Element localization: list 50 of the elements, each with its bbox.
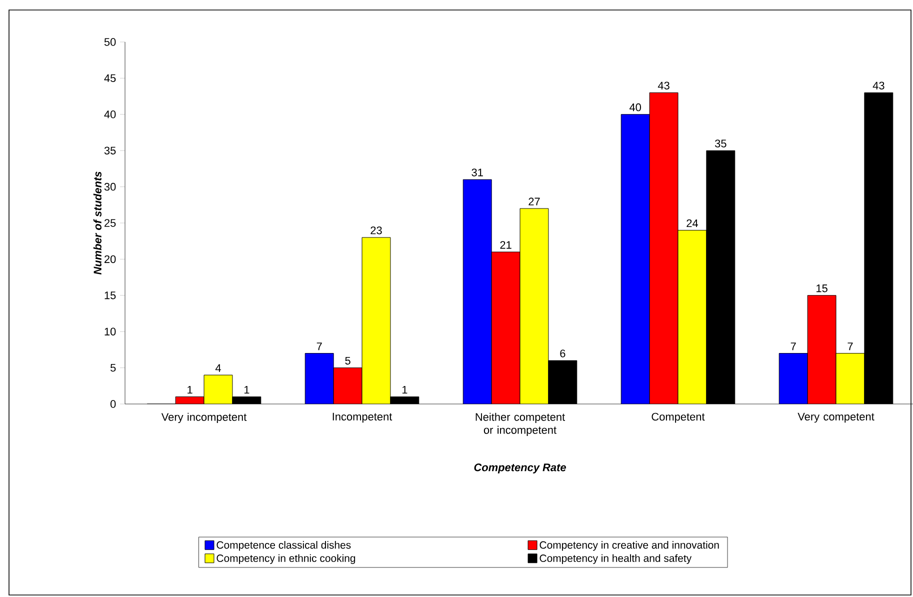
x-tick-label: Neither competent or incompetent: [476, 412, 565, 436]
y-tick-label: 5: [110, 364, 116, 372]
bar: [204, 375, 232, 404]
data-label: 35: [714, 140, 726, 148]
x-tick-label: Very incompetent: [161, 412, 247, 424]
legend-label: Competency in ethnic cooking: [216, 554, 356, 564]
legend-label: Competency in health and safety: [540, 554, 692, 564]
data-label: 27: [528, 198, 540, 206]
y-tick-label: 0: [110, 400, 116, 408]
data-label: 1: [402, 386, 408, 394]
data-label: 23: [370, 226, 382, 234]
data-label: 15: [816, 284, 828, 292]
bar: [778, 353, 808, 404]
data-label: 1: [244, 386, 250, 394]
y-tick-label: 10: [104, 328, 116, 336]
data-label: 7: [316, 342, 322, 350]
data-label: 24: [686, 219, 698, 228]
legend-label: Competency in creative and innovation: [540, 541, 719, 551]
data-label: 43: [658, 82, 670, 90]
data-label: 5: [345, 356, 350, 365]
data-label: 31: [472, 168, 483, 176]
y-tick-label: 25: [104, 219, 116, 227]
bar: [678, 230, 706, 404]
y-tick-label: 15: [104, 292, 116, 300]
bar: [305, 353, 334, 404]
legend-label: Competence classical dishes: [216, 541, 351, 551]
bar: [621, 114, 650, 404]
y-tick-label: 20: [104, 255, 116, 264]
y-tick-label: 30: [104, 182, 116, 191]
x-tick-label: Competent: [652, 412, 705, 423]
bar: [362, 237, 390, 404]
data-label: 7: [790, 342, 796, 350]
x-tick-label: Very competent: [798, 412, 874, 423]
data-label: 6: [560, 350, 566, 358]
data-label: 43: [872, 82, 884, 90]
y-tick-label: 35: [104, 146, 116, 154]
bar: [836, 353, 865, 404]
y-tick-label: 40: [104, 110, 116, 118]
bar: [463, 180, 492, 404]
data-label: 21: [500, 241, 512, 249]
y-axis-title: Number of students: [93, 172, 102, 275]
y-tick-label: 50: [104, 38, 116, 46]
data-label: 4: [215, 364, 221, 372]
bar: [520, 208, 548, 404]
data-label: 1: [188, 386, 192, 394]
data-label: 7: [848, 342, 853, 350]
y-tick-label: 45: [104, 74, 116, 82]
x-axis-title: Competency Rate: [474, 464, 566, 474]
x-tick-label: Incompetent: [332, 412, 392, 423]
data-label: 40: [630, 103, 642, 112]
